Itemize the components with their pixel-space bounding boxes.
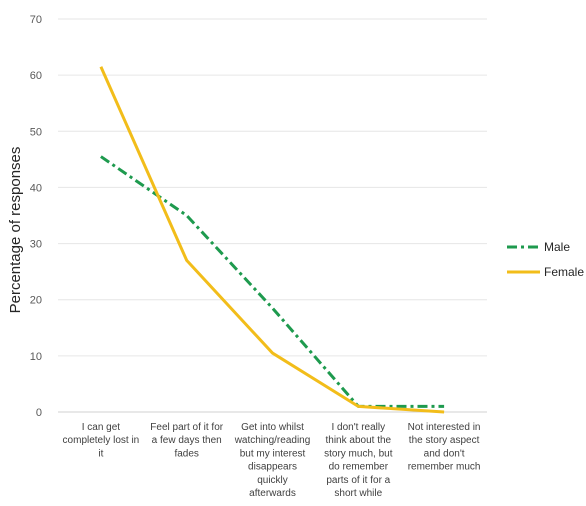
legend-label-male: Male — [544, 240, 570, 254]
series-line-female — [99, 66, 445, 414]
legend: Male Female — [507, 240, 584, 279]
y-axis-label: Percentage of responses — [7, 147, 24, 314]
y-tick-label: 60 — [30, 70, 42, 82]
y-tick-label: 20 — [30, 295, 42, 307]
y-axis-ticks: 0 10 20 30 40 50 60 70 — [30, 14, 42, 419]
series-line-male — [100, 155, 445, 408]
y-tick-label: 0 — [36, 407, 42, 419]
x-category-label: Feel part of it for a few days then fades — [150, 422, 223, 459]
x-category-label: Get into whilst watching/reading but my in… — [234, 422, 311, 499]
x-category-label: I can get completely lost in it — [63, 422, 140, 459]
x-category-label: Not interested in the story aspect and don… — [408, 422, 481, 473]
series-lines — [99, 66, 445, 414]
legend-label-female: Female — [544, 265, 584, 279]
y-tick-label: 70 — [30, 14, 42, 26]
y-tick-label: 40 — [30, 182, 42, 194]
x-axis-categories: I can get completely lost in it Feel part o… — [63, 422, 481, 499]
y-tick-label: 50 — [30, 126, 42, 138]
y-tick-label: 10 — [30, 351, 42, 363]
x-category-label: I don't really think about the story much,… — [324, 422, 393, 499]
y-tick-label: 30 — [30, 239, 42, 251]
